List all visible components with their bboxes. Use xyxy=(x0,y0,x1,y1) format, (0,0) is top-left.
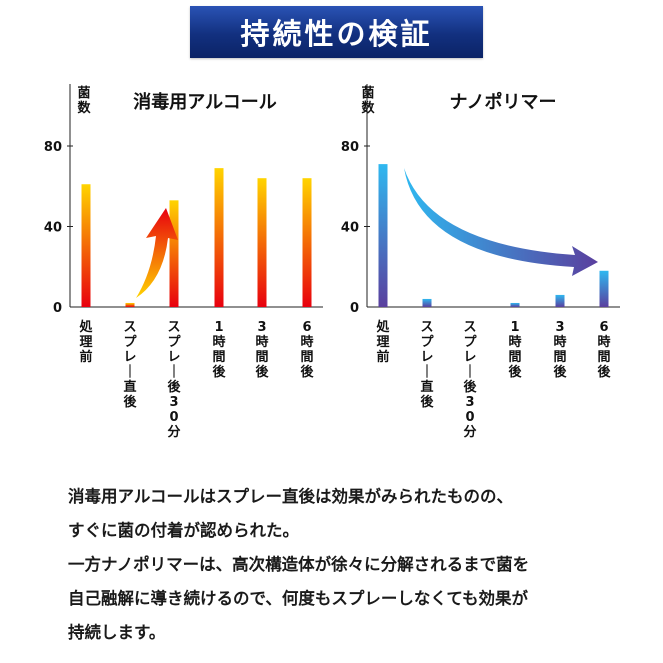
bar xyxy=(302,178,312,307)
trend-arrow xyxy=(136,208,178,298)
charts-svg: 消毒用アルコール 菌数 0 40 80 処理前 スプレ｜直後 スプレ｜後 3 0 分 1 時間後 3 時間後… xyxy=(44,84,620,440)
bar xyxy=(378,164,388,307)
title-banner: 持続性の検証 xyxy=(190,6,483,58)
caption-line: 自己融解に導き続けるので、何度もスプレーしなくても効果が xyxy=(68,589,529,608)
bar xyxy=(555,294,565,307)
x-tick-label: 1 時間後 xyxy=(508,320,522,380)
chart-alcohol: 消毒用アルコール 菌数 0 40 80 処理前 スプレ｜直後 スプレ｜後 3 0 分 1 時間後 3 時間後… xyxy=(44,84,323,440)
caption: 消毒用アルコールはスプレー直後は効果がみられたものの、 すぐに菌の付着が認められ… xyxy=(68,480,658,650)
x-tick-label: 処理前 xyxy=(375,319,390,365)
bar xyxy=(257,178,267,307)
trend-arrow xyxy=(404,168,598,276)
y-tick-label: 0 xyxy=(53,301,62,316)
bar xyxy=(599,270,609,307)
chart-title: ナノポリマー xyxy=(449,91,556,113)
bar xyxy=(169,200,179,307)
y-tick-label: 80 xyxy=(44,140,62,155)
y-tick-label: 0 xyxy=(350,301,359,316)
bar xyxy=(125,302,135,307)
bar xyxy=(422,298,432,307)
y-axis-label: 菌数 xyxy=(361,85,375,116)
caption-line: 一方ナノポリマーは、高次構造体が徐々に分解されるまで菌を xyxy=(68,555,530,574)
y-tick-label: 80 xyxy=(341,140,359,155)
y-tick-label: 40 xyxy=(44,221,62,236)
bar xyxy=(81,184,91,307)
x-tick-label: 6 時間後 xyxy=(300,320,314,380)
y-tick-label: 40 xyxy=(341,221,359,236)
page-title: 持続性の検証 xyxy=(240,17,433,51)
y-axis-label: 菌数 xyxy=(77,85,91,116)
x-tick-label: 6 時間後 xyxy=(597,320,611,380)
x-tick-label: スプレ｜直後 xyxy=(420,320,434,410)
chart-title: 消毒用アルコール xyxy=(133,91,276,113)
caption-line: 消毒用アルコールはスプレー直後は効果がみられたものの、 xyxy=(68,487,514,506)
caption-line: 持続します。 xyxy=(68,623,166,642)
chart-nanopolymer: ナノポリマー 菌数 0 40 80 処理前 スプレ｜直後 スプレ｜後 3 0 分 1 時間後 3 時間後 6 時… xyxy=(341,84,620,440)
bar xyxy=(214,168,224,307)
x-tick-label: スプレ｜直後 xyxy=(123,320,137,410)
caption-line: すぐに菌の付着が認められた。 xyxy=(68,521,299,540)
x-tick-label: スプレ｜後 3 0 分 xyxy=(463,320,477,440)
x-tick-label: スプレ｜後 3 0 分 xyxy=(167,320,181,440)
x-tick-label: 3 時間後 xyxy=(553,320,567,380)
bar xyxy=(510,302,520,307)
x-tick-label: 3 時間後 xyxy=(255,320,269,380)
x-tick-label: 1 時間後 xyxy=(212,320,226,380)
x-tick-label: 処理前 xyxy=(78,319,93,365)
